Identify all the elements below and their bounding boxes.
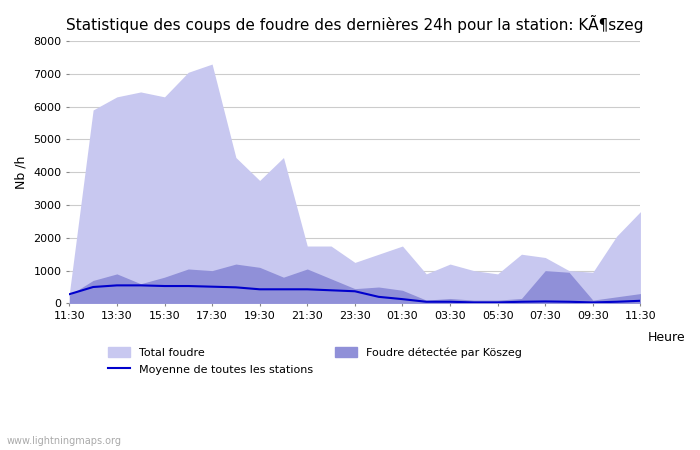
Title: Statistique des coups de foudre des dernières 24h pour la station: KÃ¶szeg: Statistique des coups de foudre des dern…: [66, 15, 643, 33]
Y-axis label: Nb /h: Nb /h: [15, 156, 28, 189]
Text: Heure: Heure: [648, 331, 685, 344]
Legend: Total foudre, Moyenne de toutes les stations, Foudre détectée par Köszeg: Total foudre, Moyenne de toutes les stat…: [103, 343, 526, 379]
Text: www.lightningmaps.org: www.lightningmaps.org: [7, 436, 122, 446]
